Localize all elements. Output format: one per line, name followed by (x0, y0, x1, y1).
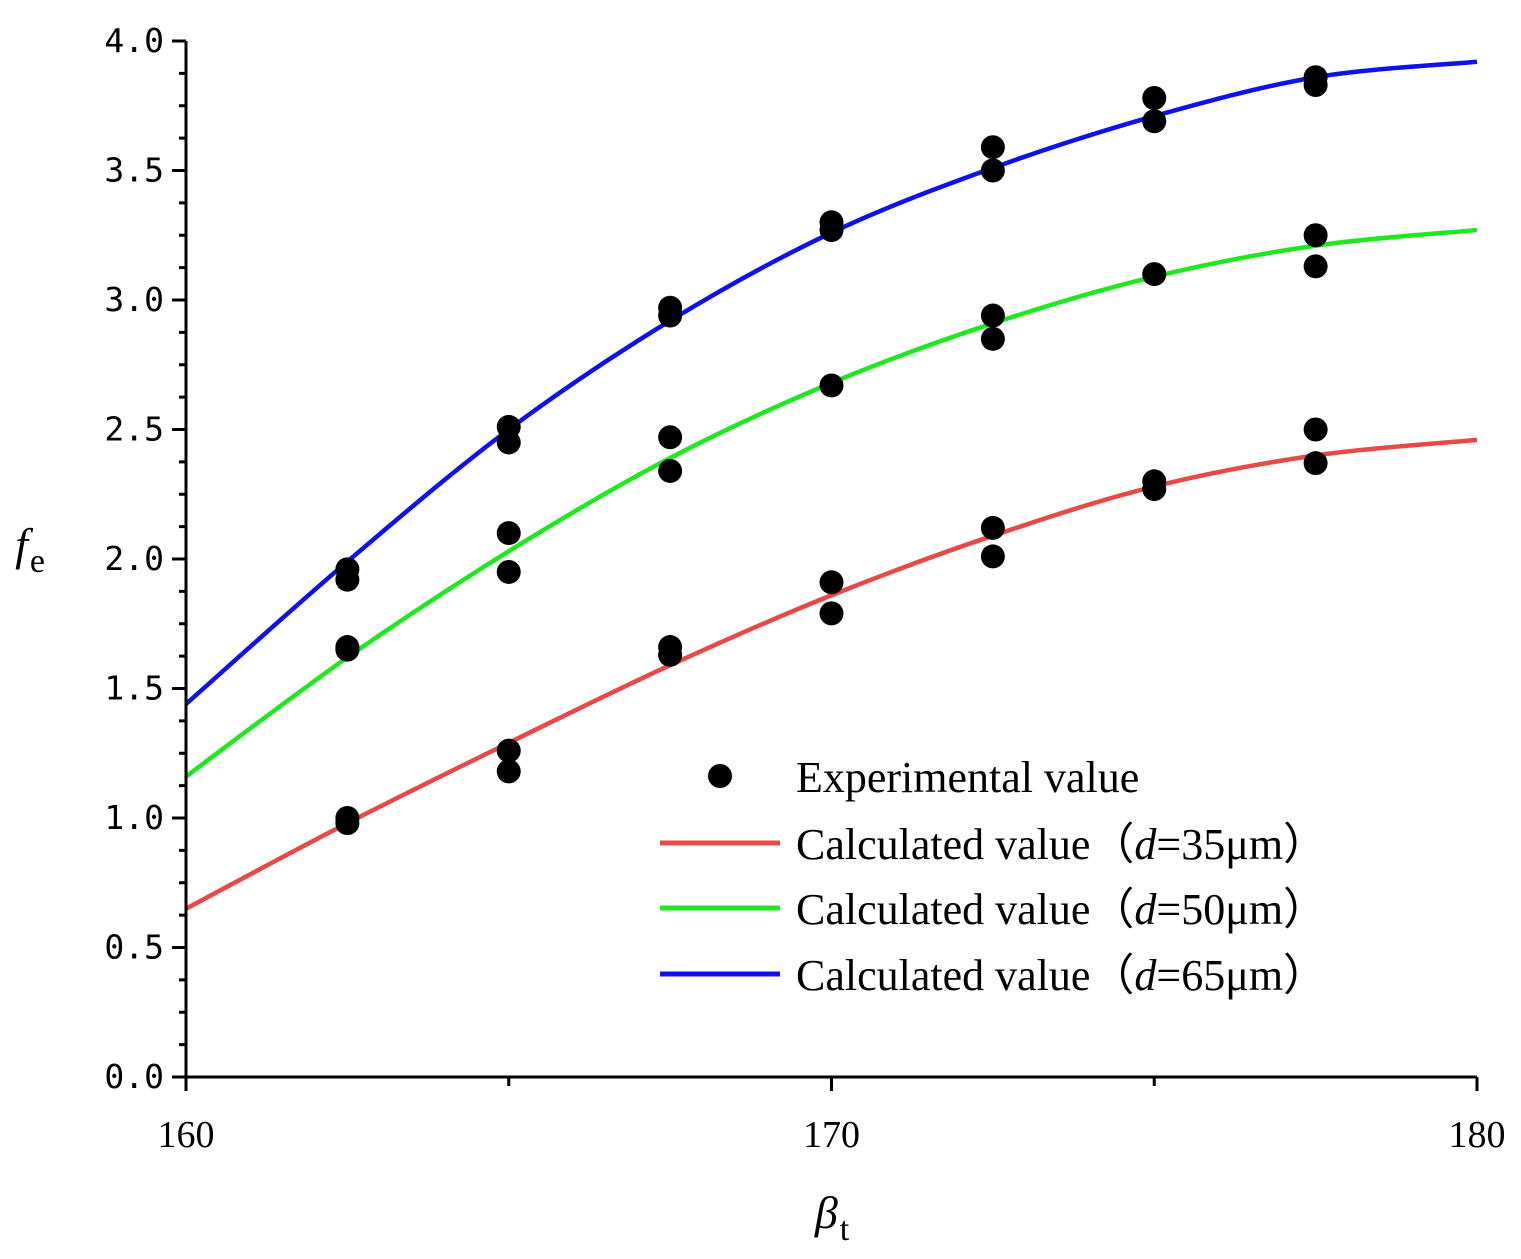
y-tick-label: 4.0 (104, 21, 164, 60)
legend-label-experimental: Experimental value (796, 753, 1139, 802)
experimental-point (819, 373, 844, 398)
experimental-point (980, 515, 1005, 540)
experimental-point (1142, 85, 1167, 110)
y-tick-label: 1.5 (104, 669, 164, 708)
experimental-point (496, 430, 521, 455)
experimental-point (335, 811, 360, 836)
experimental-point (819, 601, 844, 626)
experimental-point (819, 218, 844, 243)
legend-label-d50: Calculated value（d=50μm） (796, 885, 1327, 934)
experimental-point (658, 303, 683, 328)
axes-layer: 0.0 0.5 1.0 1.5 2.0 2.5 3.0 3.5 4.0 160 170 180 (104, 21, 1505, 1156)
x-tick-label: 170 (803, 1114, 860, 1156)
y-tick-label: 3.0 (104, 280, 164, 319)
experimental-point (1303, 73, 1328, 98)
experimental-point (658, 458, 683, 483)
experimental-point (496, 521, 521, 546)
experimental-point (1303, 254, 1328, 279)
experimental-point (980, 544, 1005, 569)
x-tick-label: 180 (1449, 1114, 1506, 1156)
experimental-point (980, 303, 1005, 328)
experimental-point (496, 759, 521, 784)
experimental-point (1142, 262, 1167, 287)
y-tick-label: 3.5 (104, 151, 164, 190)
experimental-point (819, 570, 844, 595)
y-tick-label: 0.5 (104, 928, 164, 967)
experimental-point (980, 135, 1005, 160)
curve-d65 (184, 59, 1478, 706)
experimental-point (980, 326, 1005, 351)
experimental-point (496, 738, 521, 763)
experimental-points-layer (335, 65, 1328, 836)
y-tick-label: 1.0 (104, 798, 164, 837)
experimental-point (1303, 223, 1328, 248)
y-tick-label: 2.5 (104, 410, 164, 449)
experimental-point (980, 158, 1005, 183)
y-axis-title: fe (15, 519, 45, 580)
experimental-point (1303, 451, 1328, 476)
x-tick-label: 160 (158, 1114, 215, 1156)
legend-label-d35: Calculated value（d=35μm） (796, 820, 1327, 869)
experimental-point (1303, 417, 1328, 442)
y-tick-label: 0.0 (104, 1057, 164, 1096)
experimental-point (335, 637, 360, 662)
legend-marker-experimental (708, 764, 732, 788)
legend: Experimental value Calculated value（d=35… (660, 753, 1327, 1000)
experimental-point (1142, 477, 1167, 502)
legend-label-d65: Calculated value（d=65μm） (796, 951, 1327, 1000)
experimental-point (658, 425, 683, 450)
experimental-point (658, 642, 683, 667)
experimental-point (335, 567, 360, 592)
curve-d35 (184, 437, 1478, 911)
x-axis-title: βt (814, 1187, 850, 1248)
experimental-point (1142, 109, 1167, 134)
experimental-point (496, 559, 521, 584)
curve-d50 (184, 227, 1478, 779)
y-tick-label: 2.0 (104, 539, 164, 578)
